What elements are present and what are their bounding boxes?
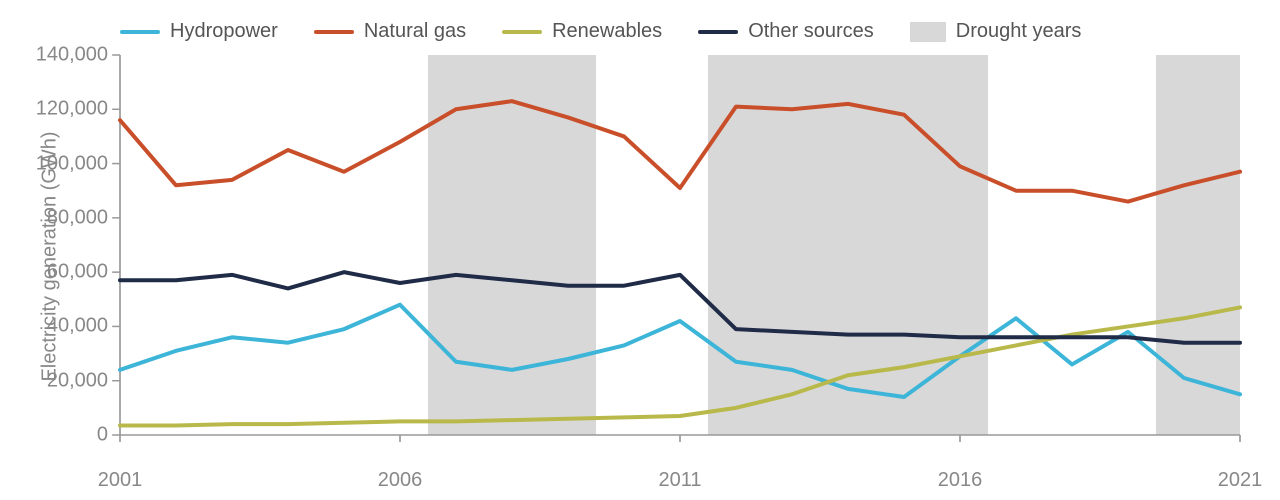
legend-item-hydropower: Hydropower [120, 20, 278, 43]
y-tick-label: 120,000 [36, 98, 108, 121]
legend-item-other-sources: Other sources [698, 20, 874, 43]
legend-label: Renewables [552, 20, 662, 43]
legend-label: Other sources [748, 20, 874, 43]
legend-swatch-other-sources [698, 30, 738, 34]
y-tick-label: 100,000 [36, 152, 108, 175]
series-natural-gas [120, 101, 1240, 201]
x-tick-label: 2006 [378, 469, 423, 492]
legend-swatch-renewables [502, 30, 542, 34]
y-tick-label: 140,000 [36, 44, 108, 67]
y-tick-label: 20,000 [47, 369, 108, 392]
legend-label: Drought years [956, 20, 1082, 43]
x-tick-label: 2016 [938, 469, 983, 492]
legend-label: Natural gas [364, 20, 466, 43]
drought-band [708, 55, 988, 435]
legend-swatch-drought [910, 22, 946, 42]
y-tick-label: 0 [97, 424, 108, 447]
legend-label: Hydropower [170, 20, 278, 43]
x-tick-label: 2021 [1218, 469, 1263, 492]
legend-item-renewables: Renewables [502, 20, 662, 43]
chart-legend: Hydropower Natural gas Renewables Other … [120, 20, 1240, 43]
legend-item-drought-years: Drought years [910, 20, 1082, 43]
y-tick-label: 60,000 [47, 261, 108, 284]
drought-band [1156, 55, 1240, 435]
plot-area: Electricity generation (GWh) 020,00040,0… [120, 55, 1240, 435]
series-other-sources [120, 272, 1240, 343]
y-tick-label: 40,000 [47, 315, 108, 338]
legend-swatch-natural-gas [314, 30, 354, 34]
y-tick-label: 80,000 [47, 206, 108, 229]
legend-swatch-hydropower [120, 30, 160, 34]
legend-item-natural-gas: Natural gas [314, 20, 466, 43]
plot-svg [120, 55, 1240, 435]
series-renewables [120, 307, 1240, 425]
series-hydropower [120, 305, 1240, 397]
x-tick-label: 2011 [658, 469, 701, 492]
electricity-generation-chart: Hydropower Natural gas Renewables Other … [20, 20, 1240, 480]
x-tick-label: 2001 [98, 469, 143, 492]
